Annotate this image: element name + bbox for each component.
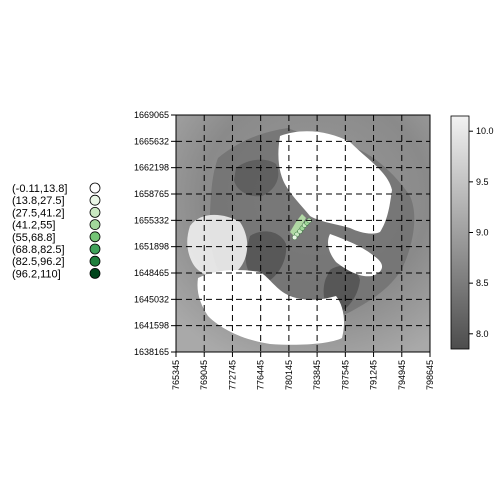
y-tick-label: 1645032 (134, 294, 169, 304)
legend-swatch (89, 267, 101, 279)
legend-label: (82.5,96.2] (12, 256, 65, 268)
legend-label: (41.2,55] (12, 220, 55, 232)
x-tick-label: 765345 (171, 360, 181, 390)
x-tick-label: 776445 (256, 360, 266, 390)
mask-east (328, 234, 383, 277)
legend-label: (13.8,27.5] (12, 195, 65, 207)
legend-swatch (89, 231, 101, 243)
data-point (291, 234, 298, 241)
x-tick-label: 783845 (312, 360, 322, 390)
legend-swatch (89, 182, 101, 194)
x-axis: 765345 769045 772745 776445 780145 783845 7875… (171, 352, 435, 390)
x-tick-label: 780145 (284, 360, 294, 390)
grid-layer (176, 115, 430, 352)
points-layer (291, 217, 312, 241)
colorbar-tick-label: 9.0 (476, 228, 489, 238)
colorbar: 8.0 8.5 9.0 9.5 10.0 (450, 115, 494, 350)
plot-frame (175, 114, 431, 353)
legend-label: (-0.11,13.8] (12, 183, 67, 195)
x-tick-label: 769045 (199, 360, 209, 390)
legend-swatch (89, 194, 101, 206)
mask-north (278, 131, 392, 234)
legend-label: (55,68.8] (12, 232, 55, 244)
legend-label: (27.5,41.2] (12, 207, 65, 219)
raster-dark-patch-2 (245, 231, 287, 284)
colorbar-gradient (450, 115, 470, 350)
y-tick-label: 1638165 (134, 347, 169, 357)
y-tick-label: 1669065 (134, 110, 169, 120)
x-tick-label: 772745 (227, 360, 237, 390)
y-tick-label: 1658765 (134, 189, 169, 199)
legend-label: (96.2,110] (12, 268, 61, 280)
y-tick-label: 1662198 (134, 163, 169, 173)
x-tick-label: 791245 (369, 360, 379, 390)
y-tick-label: 1655332 (134, 215, 169, 225)
raster-dark-patch-1 (234, 159, 279, 197)
x-tick-label: 787545 (340, 360, 350, 390)
legend-swatch (89, 206, 101, 218)
y-tick-label: 1665632 (134, 136, 169, 146)
y-tick-label: 1651898 (134, 242, 169, 252)
colorbar-tick-label: 10.0 (476, 126, 494, 136)
y-axis: 1669065 1665632 1662198 1658765 1655332 16518… (134, 110, 176, 357)
x-tick-label: 798645 (425, 360, 435, 390)
point-legend: (-0.11,13.8](13.8,27.5](27.5,41.2](41.2,… (12, 182, 101, 280)
legend-swatch (89, 243, 101, 255)
legend-label: (68.8,82.5] (12, 244, 65, 256)
colorbar-tick-label: 8.5 (476, 278, 489, 288)
legend-swatch (89, 255, 101, 267)
y-tick-label: 1648465 (134, 268, 169, 278)
colorbar-tick-label: 9.5 (476, 177, 489, 187)
legend-swatch (89, 219, 101, 231)
raster-layer (176, 115, 430, 352)
x-tick-label: 794945 (397, 360, 407, 390)
colorbar-tick-label: 8.0 (476, 329, 489, 339)
y-tick-label: 1641598 (134, 321, 169, 331)
green-stripe (290, 214, 306, 236)
